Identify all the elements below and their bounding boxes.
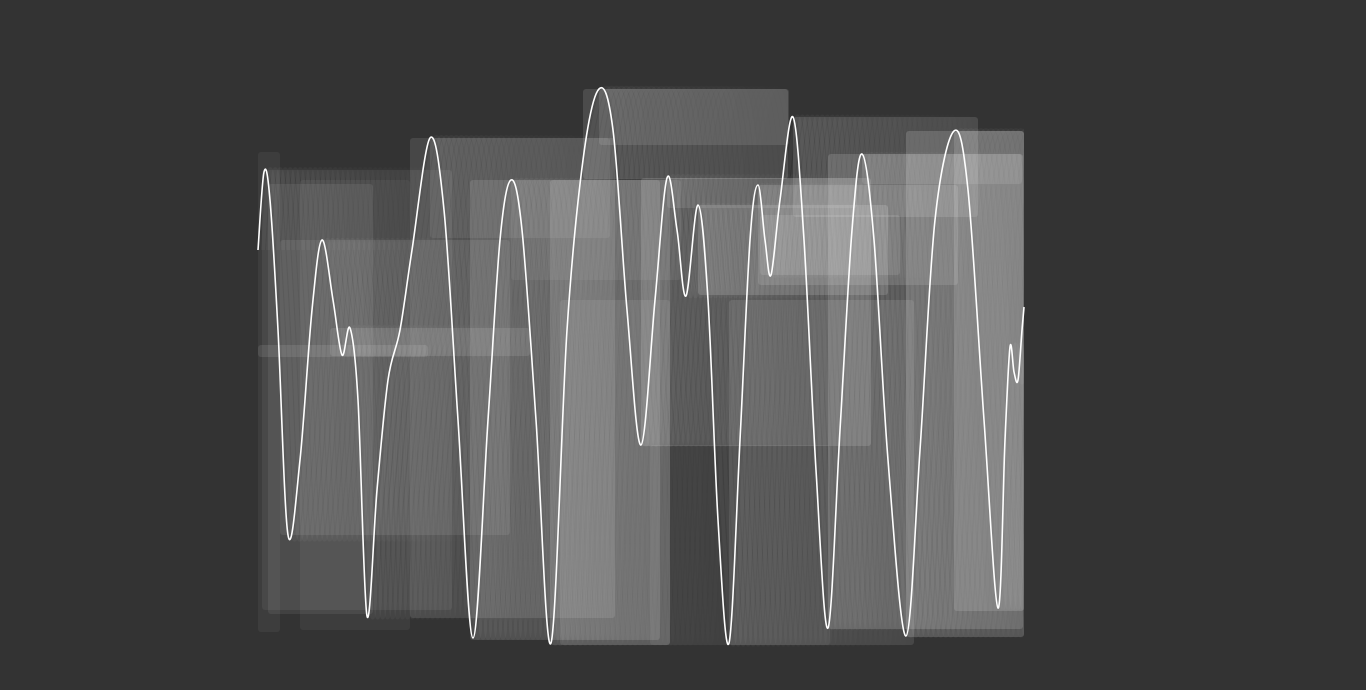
- visualizer-canvas: [0, 0, 1366, 690]
- waveform-visualization: [0, 0, 1366, 690]
